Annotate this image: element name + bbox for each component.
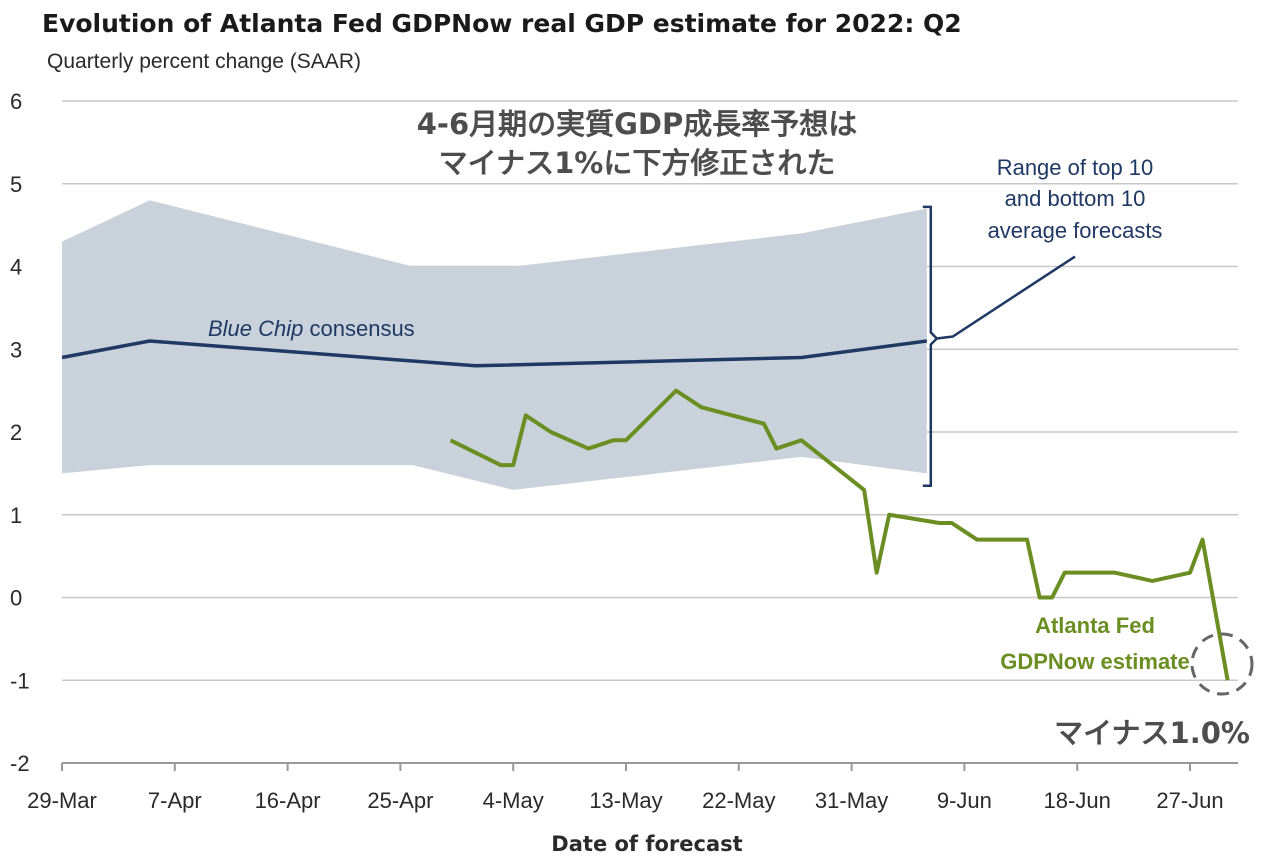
y-tick-labels: 6 5 4 3 2 1 0 -1 -2	[10, 89, 30, 776]
blue-chip-label: Blue Chip consensus	[208, 316, 415, 341]
y-tick-label: -1	[10, 668, 30, 693]
x-axis-label: Date of forecast	[551, 832, 742, 856]
gdpnow-label-line1: Atlanta Fed	[1035, 613, 1155, 638]
forecast-range-band	[62, 200, 927, 490]
final-value-annotation: マイナス1.0%	[1054, 716, 1250, 750]
blue-chip-consensus-line	[61, 339, 928, 368]
x-tick-label: 29-Mar	[27, 788, 97, 813]
jp-annotation-line1: 4-6月期の実質GDP成長率予想は	[417, 107, 858, 141]
x-tick-label: 22-May	[702, 788, 775, 813]
x-tick-label: 16-Apr	[255, 788, 321, 813]
x-tick-label: 13-May	[589, 788, 662, 813]
y-tick-label: 5	[10, 172, 22, 197]
blue-chip-label-italic: Blue Chip	[208, 316, 303, 341]
y-tick-label: 6	[10, 89, 22, 114]
y-tick-label: 0	[10, 586, 22, 611]
range-band-area	[62, 200, 927, 490]
range-label-pointer	[936, 255, 1076, 340]
y-tick-label: 1	[10, 503, 22, 528]
gdpnow-estimate-line	[449, 388, 1230, 681]
range-bracket	[922, 205, 1076, 488]
chart-title: Evolution of Atlanta Fed GDPNow real GDP…	[42, 9, 962, 38]
blue-chip-label-rest: consensus	[303, 316, 414, 341]
x-tick-label: 18-Jun	[1044, 788, 1111, 813]
y-tick-label: 2	[10, 420, 22, 445]
y-tick-label: 3	[10, 337, 22, 362]
range-label-line1: Range of top 10	[997, 155, 1154, 180]
x-tick-label: 25-Apr	[367, 788, 433, 813]
x-tick-label: 4-May	[483, 788, 544, 813]
range-label-line2: and bottom 10	[1005, 186, 1146, 211]
jp-annotation-line2: マイナス1%に下方修正された	[439, 146, 836, 180]
range-label-line3: average forecasts	[988, 218, 1163, 243]
highlight-circle	[1190, 632, 1254, 696]
x-tick-label: 31-May	[815, 788, 888, 813]
x-tick-label: 9-Jun	[937, 788, 992, 813]
x-tick-label: 27-Jun	[1156, 788, 1223, 813]
series-lines	[61, 339, 1230, 681]
x-tick-labels: 29-Mar 7-Apr 16-Apr 25-Apr 4-May 13-May 22-May…	[27, 763, 1224, 813]
x-tick-label: 7-Apr	[148, 788, 202, 813]
y-tick-label: -2	[10, 751, 30, 776]
chart-subtitle: Quarterly percent change (SAAR)	[47, 50, 361, 73]
y-tick-label: 4	[10, 255, 22, 280]
gdpnow-label-line2: GDPNow estimate	[1000, 649, 1190, 674]
